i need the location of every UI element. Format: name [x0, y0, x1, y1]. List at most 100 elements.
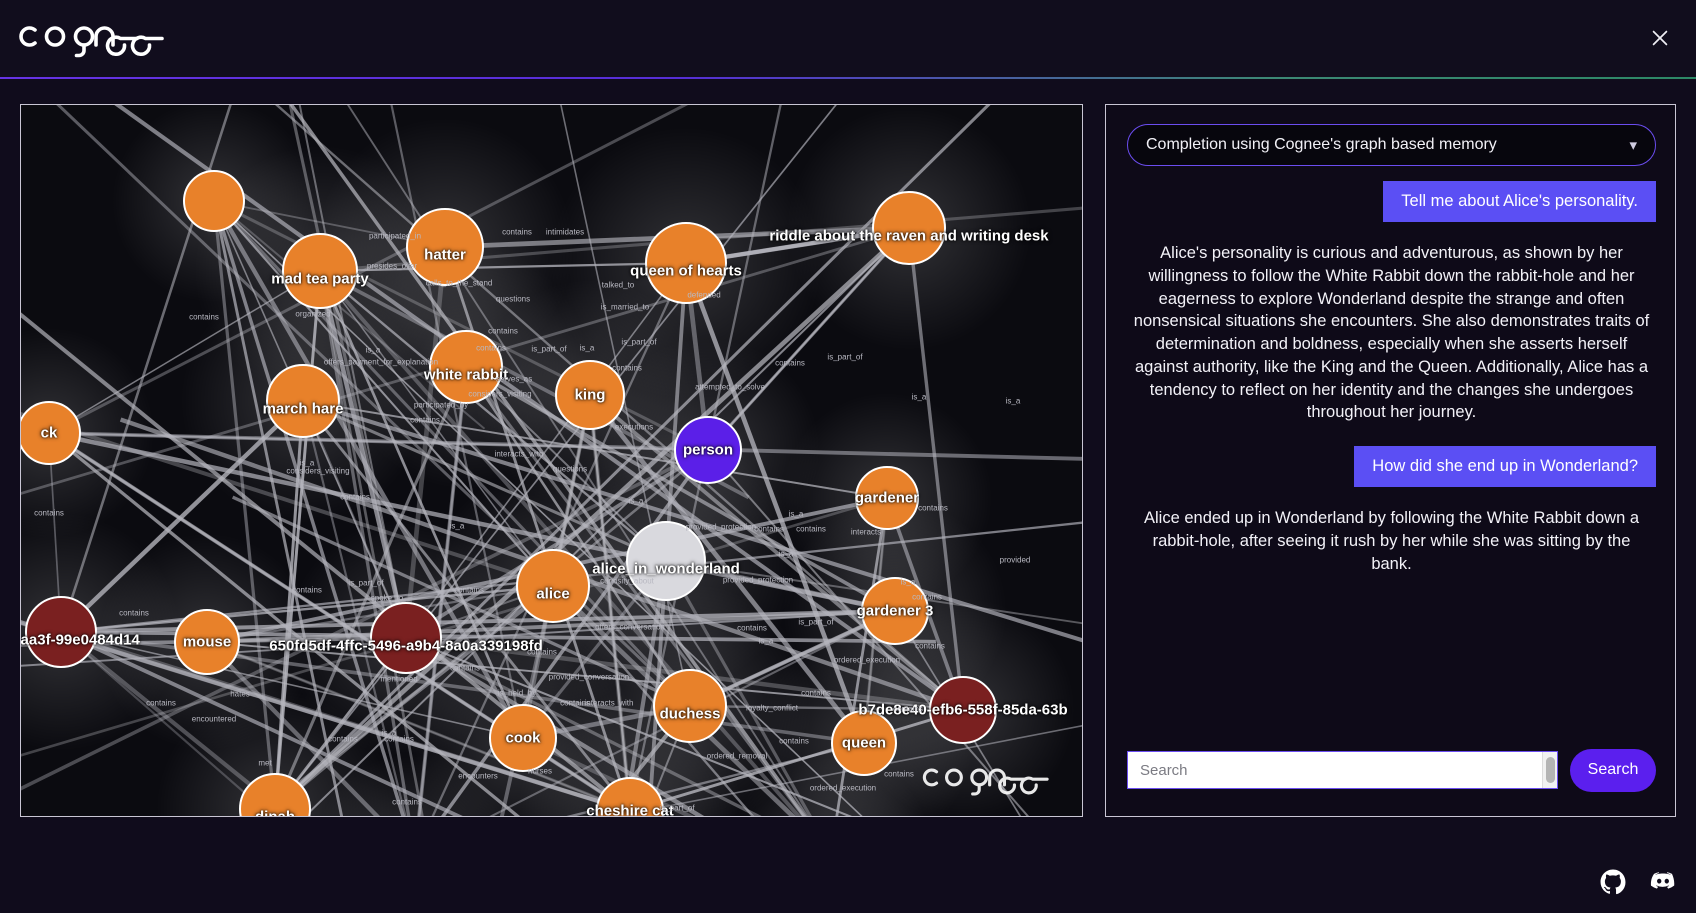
graph-node[interactable] — [645, 222, 727, 304]
search-row: Search — [1127, 744, 1656, 796]
graph-edge — [206, 640, 631, 813]
graph-edge — [114, 105, 965, 712]
graph-edge — [21, 621, 631, 813]
graph-edge — [213, 200, 863, 816]
graph-node[interactable] — [21, 401, 81, 465]
graph-svg[interactable] — [21, 105, 1083, 817]
discord-icon[interactable] — [1650, 869, 1676, 895]
graph-edge — [317, 270, 409, 639]
user-message: How did she end up in Wonderland? — [1354, 446, 1656, 488]
search-scrollbar-thumb[interactable] — [1545, 757, 1555, 783]
graph-edge — [47, 431, 521, 816]
footer-social-links — [1600, 869, 1676, 895]
graph-edge — [21, 226, 910, 495]
graph-edge — [213, 200, 554, 587]
graph-edge — [689, 609, 896, 708]
graph-edge — [665, 560, 1082, 625]
graph-edge — [60, 584, 554, 634]
search-button[interactable]: Search — [1570, 748, 1656, 792]
graph-edge — [21, 620, 631, 814]
graph-edge — [588, 393, 965, 712]
graph-node[interactable] — [831, 710, 897, 776]
graph-node[interactable] — [555, 360, 625, 430]
graph-node[interactable] — [239, 773, 311, 817]
search-input[interactable] — [1128, 752, 1542, 788]
graph-node[interactable] — [406, 208, 484, 286]
graph-edge — [707, 449, 1030, 816]
graph-edge — [318, 270, 424, 816]
graph-edge — [629, 708, 964, 813]
graph-node[interactable] — [674, 416, 742, 484]
app-header — [0, 0, 1696, 77]
graph-edge — [48, 430, 896, 614]
graph-node[interactable] — [266, 364, 340, 438]
graph-node[interactable] — [25, 596, 97, 668]
search-scrollbar[interactable] — [1542, 752, 1557, 788]
graph-edge — [273, 400, 305, 810]
graph-edge — [405, 636, 762, 816]
search-input-wrapper[interactable] — [1127, 751, 1558, 789]
close-button[interactable] — [1642, 20, 1678, 56]
graph-edge — [48, 105, 689, 435]
graph-edge — [206, 641, 964, 711]
graph-edge — [301, 400, 407, 816]
graph-edge — [835, 497, 889, 816]
graph-edge — [48, 432, 709, 451]
github-icon[interactable] — [1600, 869, 1626, 895]
graph-edge — [664, 560, 812, 816]
graph-node[interactable] — [861, 577, 929, 645]
message-list: Tell me about Alice's personality. Alice'… — [1127, 181, 1656, 721]
graph-node[interactable] — [653, 669, 727, 743]
knowledge-graph-canvas[interactable]: hatter mad tea party march hare white rabbi… — [20, 104, 1083, 817]
graph-edge — [622, 560, 669, 816]
chevron-down-icon: ▾ — [1629, 137, 1637, 154]
graph-edge — [319, 261, 687, 273]
cognee-logo — [16, 12, 186, 60]
graph-edge — [404, 448, 710, 640]
graph-edge — [318, 270, 411, 816]
graph-edge — [21, 448, 709, 791]
graph-edge — [212, 200, 277, 810]
graph-edge — [346, 105, 809, 816]
graph-edge — [465, 366, 667, 562]
graph-edge — [206, 641, 631, 812]
graph-node[interactable] — [596, 777, 664, 817]
graph-edge — [274, 105, 964, 711]
graph-node[interactable] — [282, 233, 358, 309]
graph-node[interactable] — [174, 609, 240, 675]
graph-edge — [683, 262, 867, 744]
graph-node[interactable] — [872, 191, 946, 265]
graph-node[interactable] — [929, 676, 997, 744]
graph-node[interactable] — [370, 602, 442, 674]
graph-edge — [588, 393, 866, 745]
search-mode-label: Completion using Cognee's graph based me… — [1146, 136, 1497, 153]
graph-node[interactable] — [516, 549, 590, 623]
chat-panel: Completion using Cognee's graph based me… — [1105, 104, 1676, 817]
assistant-message: Alice's personality is curious and adven… — [1133, 244, 1650, 422]
graph-edge — [205, 640, 380, 816]
graph-edge — [587, 394, 633, 812]
graph-edge — [21, 636, 407, 647]
graph-edge — [206, 609, 896, 644]
graph-edge — [212, 200, 344, 816]
header-divider — [0, 77, 1696, 79]
graph-edge — [212, 200, 405, 816]
graph-edge — [48, 270, 321, 434]
graph-edge — [59, 630, 293, 816]
graph-node[interactable] — [429, 330, 503, 404]
graph-edge — [60, 521, 1082, 634]
graph-edge — [464, 366, 692, 707]
graph-edge — [588, 394, 632, 812]
graph-node[interactable] — [626, 521, 706, 601]
graph-edge — [273, 366, 468, 810]
assistant-message: Alice ended up in Wonderland by followin… — [1144, 509, 1639, 573]
graph-edge — [319, 270, 554, 587]
graph-edge — [417, 366, 468, 816]
graph-node[interactable] — [183, 170, 245, 232]
graph-edge — [60, 631, 524, 739]
graph-node[interactable] — [489, 704, 557, 772]
close-icon — [1652, 30, 1668, 46]
search-mode-select[interactable]: Completion using Cognee's graph based me… — [1127, 124, 1656, 166]
graph-edge — [60, 630, 631, 813]
graph-node[interactable] — [855, 466, 919, 530]
